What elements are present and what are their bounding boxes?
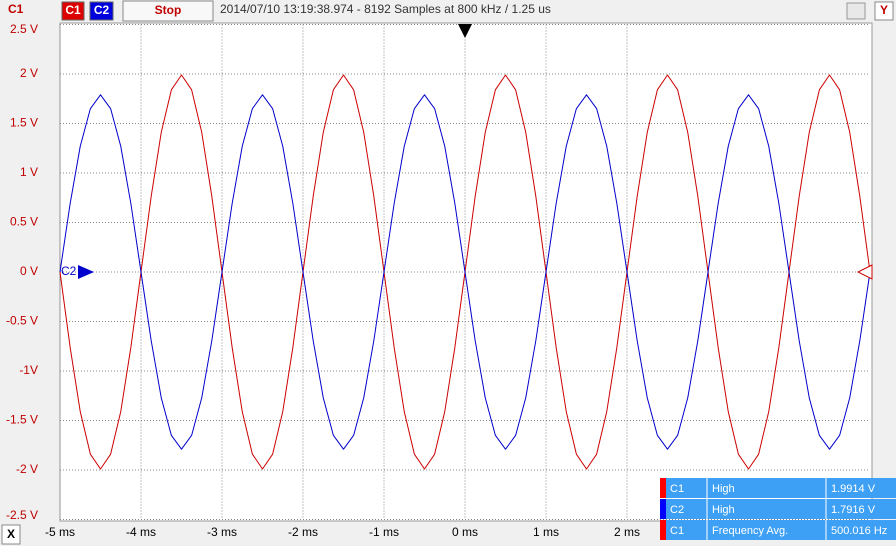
x-tick-label: -1 ms <box>369 525 399 539</box>
c2-offset-label: C2 <box>61 264 77 278</box>
y-tick-label: -2.5 V <box>6 508 38 522</box>
x-button[interactable] <box>1 524 21 545</box>
measurement-cell: 1.9914 V <box>831 483 876 495</box>
measurement-cell: C1 <box>670 483 684 495</box>
y-tick-label: -1V <box>19 363 38 377</box>
x-button-label[interactable]: X <box>7 527 15 541</box>
y-tick-label: 2 V <box>20 66 38 80</box>
stop-button-label[interactable]: Stop <box>155 3 182 17</box>
measurement-cell: Frequency Avg. <box>712 525 788 537</box>
y-tick-label: 0.5 V <box>10 215 38 229</box>
y-tick-label: 0 V <box>20 264 38 278</box>
y-tick-label: 2.5 V <box>10 22 38 36</box>
measurement-channel-stripe <box>660 499 666 519</box>
measurement-cell: 1.7916 V <box>831 504 876 516</box>
measurement-cell: High <box>712 504 735 516</box>
status-text: 2014/07/10 13:19:38.974 - 8192 Samples a… <box>220 2 551 16</box>
c2-button-label[interactable]: C2 <box>94 3 110 17</box>
y-tick-label: 1.5 V <box>10 116 38 130</box>
measurement-row <box>660 478 896 498</box>
x-tick-label: 0 ms <box>452 525 478 539</box>
c2-offset-marker <box>78 265 94 279</box>
x-tick-label: -4 ms <box>126 525 156 539</box>
y-tick-label: -0.5 V <box>6 314 38 328</box>
measurement-channel-stripe <box>660 520 666 540</box>
y-tick-label: -1.5 V <box>6 413 38 427</box>
x-tick-label: -2 ms <box>288 525 318 539</box>
y-tick-label: 1 V <box>20 165 38 179</box>
y-tick-label: -2 V <box>16 462 38 476</box>
c1-button[interactable] <box>61 1 85 21</box>
x-tick-label: -3 ms <box>207 525 237 539</box>
c2-button[interactable] <box>89 1 114 21</box>
x-tick-label: 2 ms <box>614 525 640 539</box>
measurement-cell: C2 <box>670 504 684 516</box>
y-button-label[interactable]: Y <box>880 3 888 17</box>
c1-button-label[interactable]: C1 <box>65 3 81 17</box>
measurement-row <box>660 520 896 540</box>
settings-icon[interactable] <box>846 2 866 20</box>
y-button[interactable] <box>874 1 894 21</box>
trigger-position-marker <box>458 24 472 38</box>
measurement-row <box>660 499 896 519</box>
stop-button[interactable] <box>122 0 214 22</box>
measurement-cell: 500.016 Hz <box>831 525 887 537</box>
measurement-cell: C1 <box>670 525 684 537</box>
measurement-cell: High <box>712 483 735 495</box>
measurement-channel-stripe <box>660 478 666 498</box>
channel-label: C1 <box>8 2 24 16</box>
x-tick-label: -5 ms <box>45 525 75 539</box>
trace-1 <box>59 94 871 450</box>
x-tick-label: 1 ms <box>533 525 559 539</box>
trigger-level-marker <box>856 264 873 280</box>
